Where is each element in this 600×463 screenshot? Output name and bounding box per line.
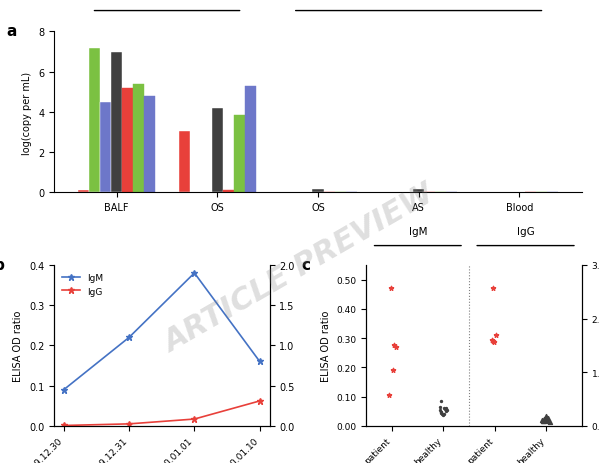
Point bbox=[386, 285, 396, 293]
Point bbox=[541, 415, 551, 423]
Point bbox=[491, 332, 500, 339]
Legend: IgM, IgG: IgM, IgG bbox=[59, 270, 107, 300]
Point bbox=[438, 411, 448, 419]
Point bbox=[388, 367, 398, 374]
Bar bbox=[111, 52, 122, 193]
Bar bbox=[234, 116, 245, 193]
Point bbox=[442, 404, 451, 412]
Line: IgG: IgG bbox=[61, 398, 263, 429]
IgG bbox=[60, 423, 67, 428]
Point bbox=[542, 416, 551, 424]
Point bbox=[440, 405, 450, 413]
Text: c: c bbox=[302, 257, 311, 272]
Bar bbox=[179, 132, 190, 193]
Bar bbox=[133, 85, 145, 193]
Point bbox=[436, 408, 446, 416]
Point bbox=[541, 412, 551, 419]
Point bbox=[389, 342, 399, 350]
IgG bbox=[191, 416, 198, 422]
Bar bbox=[313, 190, 323, 193]
Y-axis label: ELISA OD ratio: ELISA OD ratio bbox=[321, 310, 331, 381]
Point bbox=[488, 338, 498, 345]
Bar bbox=[145, 97, 155, 193]
Point bbox=[539, 418, 548, 425]
Point bbox=[538, 418, 547, 425]
Point bbox=[436, 409, 446, 416]
Point bbox=[539, 415, 548, 422]
Point bbox=[489, 339, 499, 346]
Point bbox=[436, 397, 445, 405]
IgM bbox=[60, 387, 67, 393]
Text: a: a bbox=[7, 25, 17, 39]
IgG bbox=[125, 421, 133, 427]
Point bbox=[435, 406, 445, 413]
Line: IgM: IgM bbox=[61, 270, 263, 393]
Point bbox=[391, 344, 401, 351]
IgM bbox=[125, 335, 133, 340]
Bar bbox=[212, 109, 223, 193]
Text: IgM: IgM bbox=[409, 226, 427, 237]
Point bbox=[542, 417, 552, 425]
Point bbox=[544, 414, 553, 421]
Point bbox=[439, 411, 448, 418]
Point bbox=[437, 410, 446, 418]
IgM bbox=[191, 270, 198, 276]
Point bbox=[545, 418, 554, 425]
Y-axis label: ELISA OD ratio: ELISA OD ratio bbox=[13, 310, 23, 381]
Point bbox=[442, 407, 451, 415]
Bar bbox=[413, 190, 424, 193]
Point bbox=[443, 407, 452, 414]
Bar bbox=[89, 49, 100, 193]
Bar bbox=[223, 191, 234, 193]
Point bbox=[385, 392, 394, 399]
Text: ARTICLE PREVIEW: ARTICLE PREVIEW bbox=[160, 179, 440, 358]
Text: IgG: IgG bbox=[517, 226, 535, 237]
Point bbox=[538, 417, 547, 424]
Point bbox=[487, 336, 497, 344]
Point bbox=[439, 405, 449, 412]
Point bbox=[435, 403, 445, 411]
Bar bbox=[122, 88, 133, 193]
Bar bbox=[100, 103, 111, 193]
Point bbox=[488, 285, 498, 293]
IgM bbox=[256, 359, 263, 364]
Bar bbox=[78, 191, 89, 193]
Point bbox=[436, 409, 446, 417]
IgG bbox=[256, 398, 263, 404]
Y-axis label: log(copy per mL): log(copy per mL) bbox=[22, 71, 32, 154]
Text: b: b bbox=[0, 257, 5, 272]
Bar bbox=[245, 87, 256, 193]
